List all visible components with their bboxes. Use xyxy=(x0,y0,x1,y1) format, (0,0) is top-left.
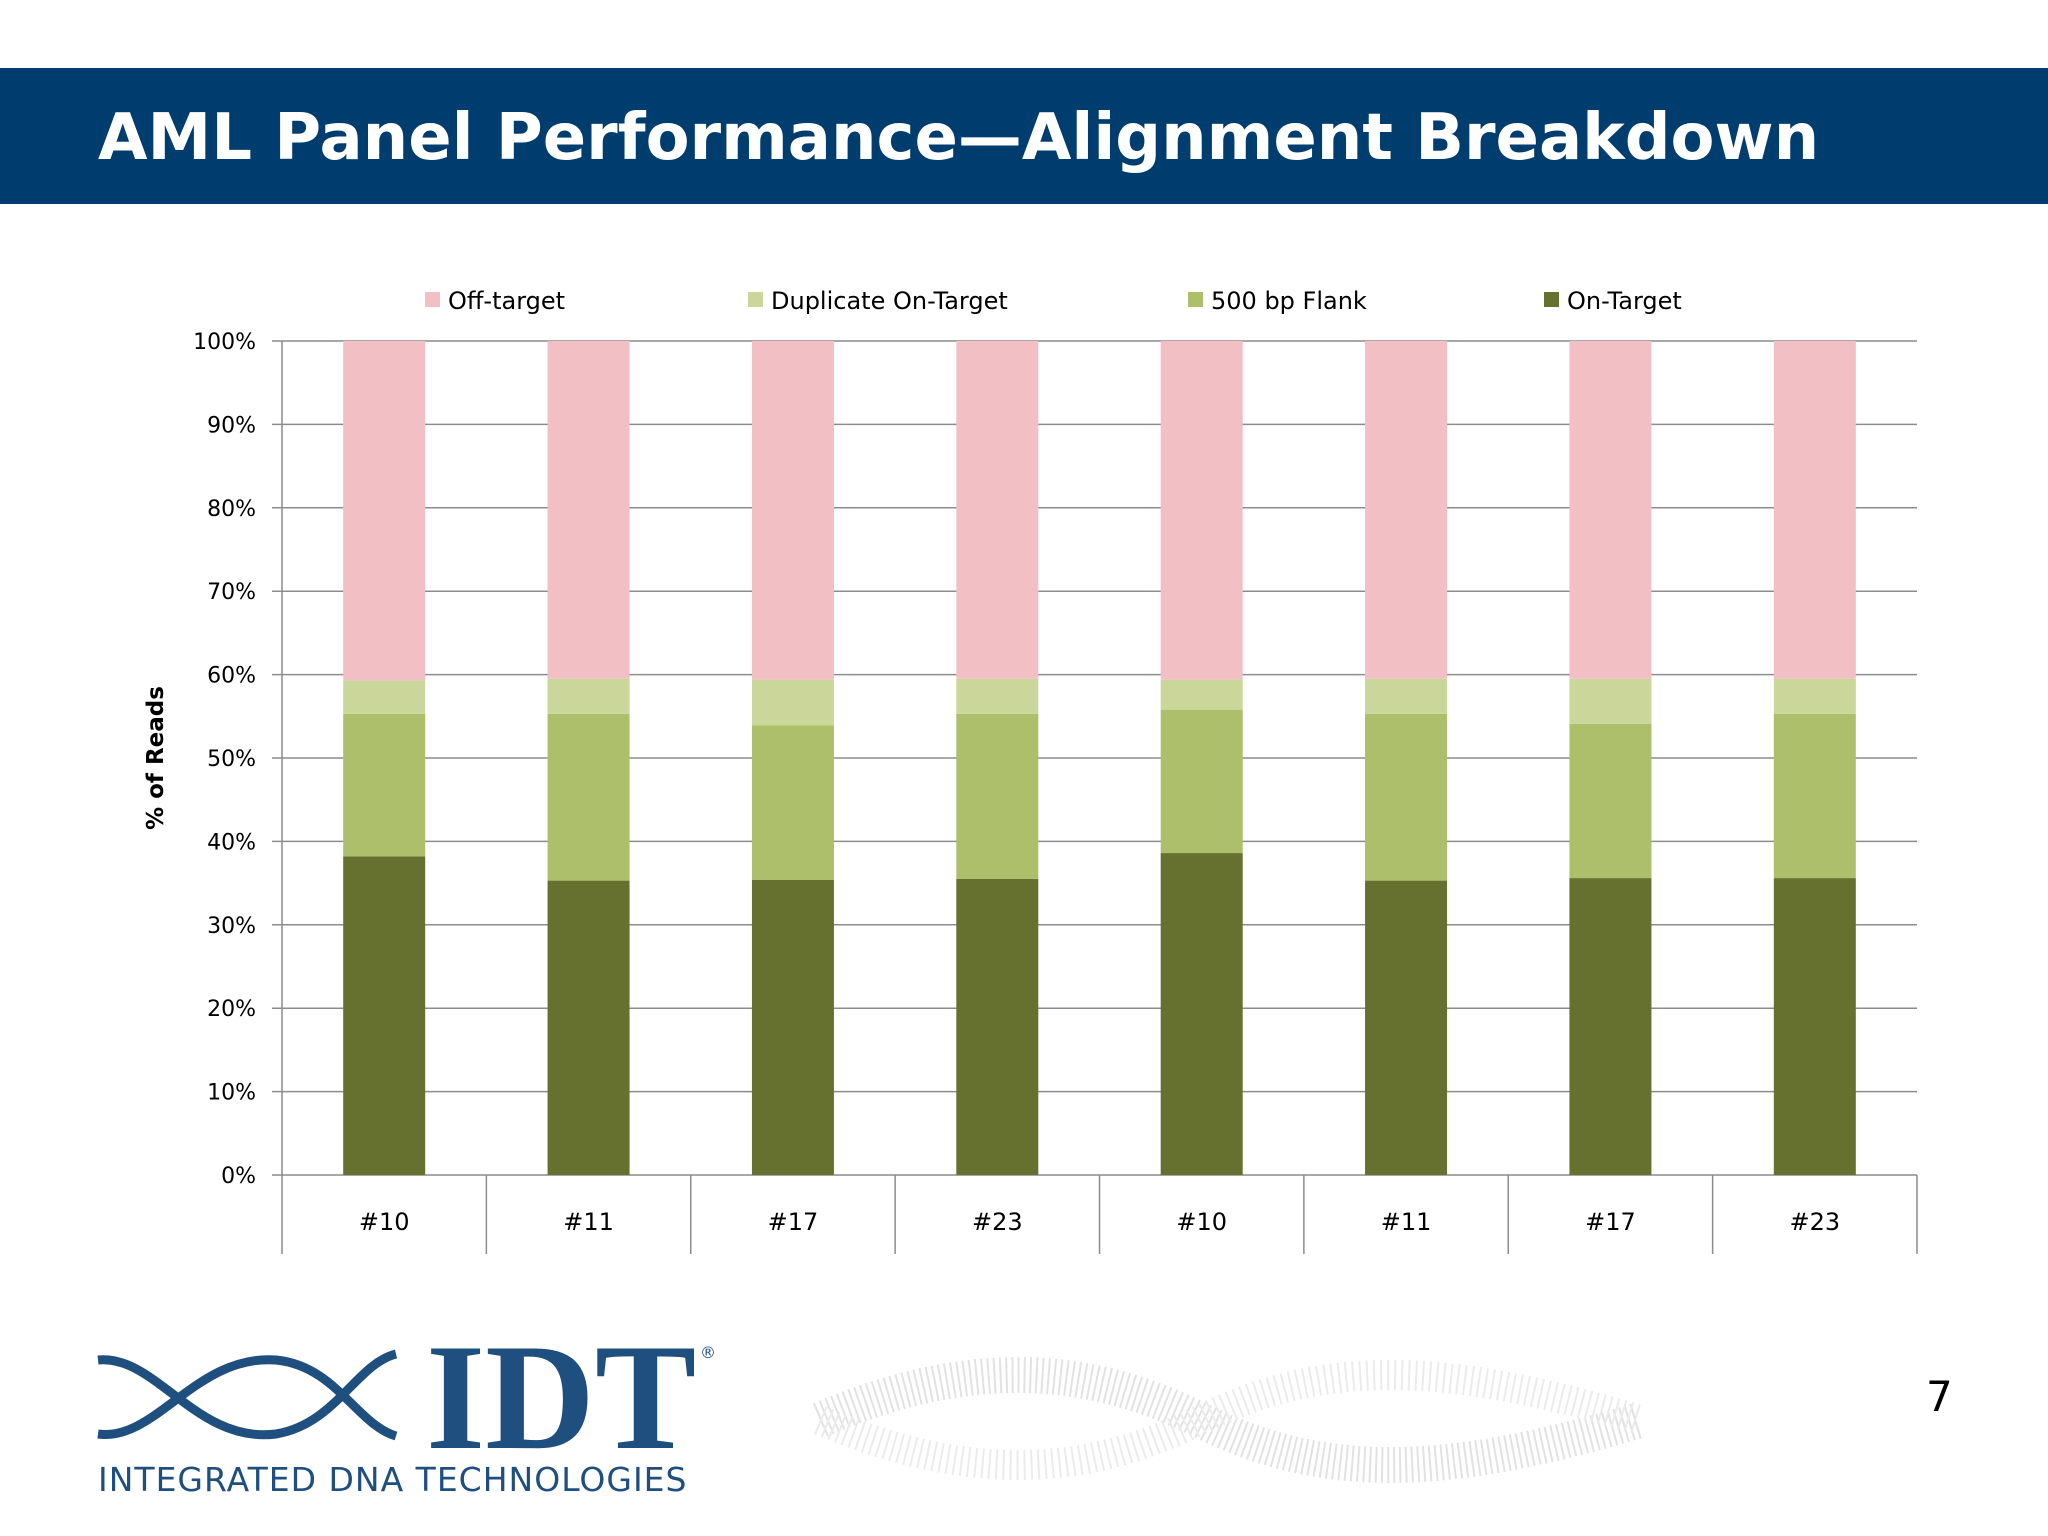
legend-swatch xyxy=(748,292,763,307)
title-bar: AML Panel Performance—Alignment Breakdow… xyxy=(0,68,2048,204)
bar-on-target xyxy=(1365,880,1448,1175)
x-tick-label: #10 xyxy=(1176,1208,1227,1236)
bar-500-bp-flank xyxy=(1365,713,1448,881)
bar-off-target xyxy=(956,341,1039,679)
logo-subtitle: INTEGRATED DNA TECHNOLOGIES xyxy=(98,1460,688,1499)
bar-duplicate-on-target xyxy=(547,678,630,714)
bar-duplicate-on-target xyxy=(1773,678,1856,714)
page-number: 7 xyxy=(1926,1372,1953,1421)
bar-off-target xyxy=(1569,341,1652,679)
y-tick-label: 10% xyxy=(207,1081,256,1106)
bar-500-bp-flank xyxy=(751,725,834,880)
y-tick-label: 0% xyxy=(221,1164,256,1189)
x-tick-label: #17 xyxy=(1585,1208,1636,1236)
bar-duplicate-on-target xyxy=(751,679,834,726)
x-tick-label: #17 xyxy=(768,1208,819,1236)
y-tick-label: 70% xyxy=(207,580,256,605)
x-tick-label: #11 xyxy=(1381,1208,1432,1236)
bar-off-target xyxy=(1773,341,1856,679)
bar-500-bp-flank xyxy=(1160,709,1243,854)
bar-duplicate-on-target xyxy=(1569,678,1652,724)
legend-label: On-Target xyxy=(1567,287,1682,315)
y-tick-label: 20% xyxy=(207,997,256,1022)
y-tick-label: 50% xyxy=(207,747,256,772)
registered-mark: ® xyxy=(700,1343,716,1362)
bar-on-target xyxy=(956,878,1039,1175)
legend-label: Off-target xyxy=(448,287,565,315)
x-tick-label: #11 xyxy=(563,1208,614,1236)
page-title: AML Panel Performance—Alignment Breakdow… xyxy=(98,101,1820,175)
x-tick-label: #10 xyxy=(359,1208,410,1236)
y-tick-label: 90% xyxy=(207,413,256,438)
bar-off-target xyxy=(1160,341,1243,680)
bar-duplicate-on-target xyxy=(1160,679,1243,710)
y-tick-label: 100% xyxy=(193,330,256,355)
bar-on-target xyxy=(1569,878,1652,1175)
y-tick-label: 80% xyxy=(207,497,256,522)
dna-helix-decoration xyxy=(812,1357,1646,1483)
dna-helix-logo-icon: IDT ® xyxy=(97,1313,716,1481)
stacked-bar-chart: 0% 10% 20% 30% 40% 50% 60% 70% 80% 90% 100% % of Re… xyxy=(143,287,1918,1254)
bar-500-bp-flank xyxy=(1569,723,1652,879)
bar-on-target xyxy=(547,880,630,1175)
bar-on-target xyxy=(1773,878,1856,1175)
bar-on-target xyxy=(1160,853,1243,1175)
bar-500-bp-flank xyxy=(956,713,1039,879)
x-tick-label: #23 xyxy=(972,1208,1023,1236)
x-tick-label: #23 xyxy=(1789,1208,1840,1236)
legend-label: 500 bp Flank xyxy=(1211,287,1367,315)
legend-swatch xyxy=(1544,292,1559,307)
bar-500-bp-flank xyxy=(343,713,426,857)
bar-off-target xyxy=(547,341,630,679)
bar-duplicate-on-target xyxy=(1365,678,1448,714)
y-tick-label: 60% xyxy=(207,664,256,689)
logo-text: IDT xyxy=(426,1324,696,1464)
bar-on-target xyxy=(343,856,426,1175)
idt-logo: IDT ® INTEGRATED DNA TECHNOLOGIES xyxy=(96,1313,736,1504)
bar-on-target xyxy=(751,879,834,1175)
bar-off-target xyxy=(751,341,834,680)
legend-label: Duplicate On-Target xyxy=(771,287,1008,315)
bar-duplicate-on-target xyxy=(956,678,1039,714)
legend-swatch xyxy=(425,292,440,307)
bar-off-target xyxy=(343,341,426,681)
y-tick-label: 40% xyxy=(207,830,256,855)
bar-off-target xyxy=(1365,341,1448,679)
bar-500-bp-flank xyxy=(1773,713,1856,879)
y-axis-title: % of Reads xyxy=(143,686,169,830)
bar-duplicate-on-target xyxy=(343,680,426,714)
y-tick-label: 30% xyxy=(207,914,256,939)
legend-swatch xyxy=(1188,292,1203,307)
bar-500-bp-flank xyxy=(547,713,630,881)
